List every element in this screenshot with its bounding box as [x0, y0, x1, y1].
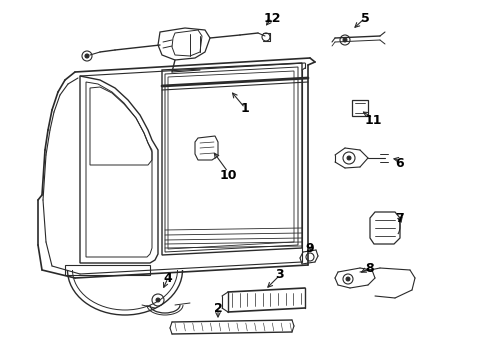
- Text: 6: 6: [395, 157, 404, 170]
- Text: 11: 11: [364, 113, 381, 126]
- Text: 12: 12: [263, 12, 280, 24]
- Circle shape: [342, 38, 346, 42]
- Text: 3: 3: [275, 269, 284, 282]
- Circle shape: [156, 298, 160, 302]
- Text: 7: 7: [395, 212, 404, 225]
- Text: 5: 5: [360, 12, 368, 24]
- Text: 4: 4: [163, 271, 172, 284]
- Text: 1: 1: [240, 102, 249, 114]
- Circle shape: [346, 156, 350, 160]
- Text: 10: 10: [219, 168, 236, 181]
- Text: 9: 9: [305, 242, 314, 255]
- Circle shape: [346, 277, 349, 281]
- Text: 8: 8: [365, 261, 373, 274]
- Circle shape: [85, 54, 89, 58]
- Text: 2: 2: [213, 302, 222, 315]
